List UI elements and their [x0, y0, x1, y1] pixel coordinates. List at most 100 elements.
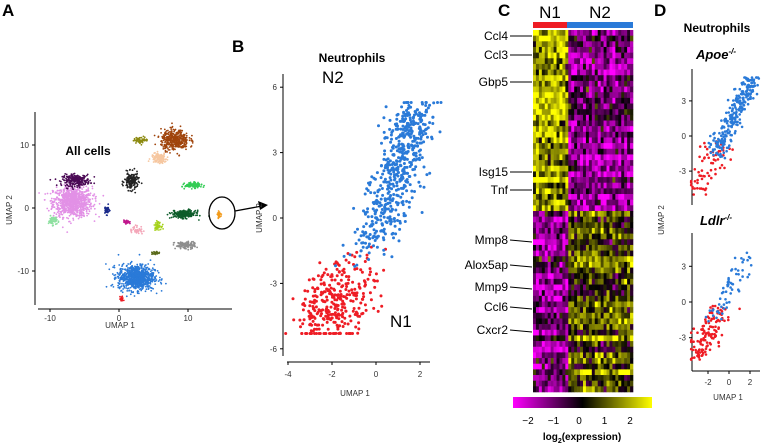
n2-point: [392, 184, 396, 188]
n2-point: [386, 166, 389, 170]
heatmap-cell: [603, 63, 607, 70]
cell-point: [193, 182, 196, 185]
heatmap-cell: [547, 35, 551, 42]
cell-point: [73, 204, 76, 206]
cell-point: [145, 270, 147, 273]
heatmap-cell: [612, 46, 616, 53]
cell-point: [159, 281, 162, 284]
cell-point: [131, 178, 134, 181]
cell-point: [126, 173, 129, 176]
heatmap-cell: [627, 58, 631, 65]
cell-point: [177, 142, 180, 145]
cell-point: [51, 222, 54, 225]
heatmap-cell: [559, 52, 563, 59]
heatmap-cell: [615, 97, 619, 104]
n1-point: [364, 308, 368, 312]
n1-point: [360, 312, 364, 316]
heatmap-cell: [615, 41, 619, 48]
heatmap-cell: [606, 46, 610, 53]
cell-point: [142, 274, 145, 277]
heatmap-cell: [547, 92, 551, 99]
cell-point: [190, 188, 193, 190]
panel-a-y-tick: 10: [20, 141, 29, 150]
heatmap-cell: [624, 41, 628, 48]
n1-point: [355, 294, 359, 297]
cell-point: [90, 207, 92, 210]
heatmap-cell: [559, 63, 563, 70]
n1-point: [365, 253, 369, 257]
cell-point: [72, 219, 75, 221]
cell-point: [52, 214, 55, 217]
cell-point: [128, 278, 131, 281]
cell-point: [68, 201, 71, 204]
cell-point: [136, 224, 139, 227]
n2-point: [405, 109, 408, 112]
n2-point: [362, 232, 366, 236]
n2-point: [401, 200, 405, 203]
heatmap-cell: [541, 35, 546, 42]
cell-point: [83, 193, 85, 196]
cell-point: [51, 200, 54, 203]
cell-point: [183, 182, 186, 185]
cell-point: [128, 289, 130, 292]
heatmap-cell: [553, 103, 557, 110]
cell-point: [136, 274, 138, 277]
heatmap-cell: [621, 75, 625, 82]
cell-point: [93, 220, 96, 223]
n2-point: [383, 152, 386, 156]
heatmap-cell: [565, 97, 569, 104]
n1-point: [330, 300, 334, 304]
n2-point: [379, 229, 383, 233]
heatmap-cell: [550, 30, 554, 36]
cell-point: [63, 206, 66, 209]
cell-point: [72, 205, 74, 208]
heatmap-cell: [606, 80, 610, 87]
n2-point: [389, 133, 393, 137]
n2-point: [426, 126, 430, 130]
cell-point: [130, 276, 133, 279]
cell-point: [130, 231, 133, 234]
heatmap-cell: [630, 63, 634, 70]
cell-point: [138, 176, 140, 179]
cell-point: [135, 178, 138, 181]
cell-point: [64, 181, 67, 184]
cell-point: [55, 184, 58, 187]
n1-point: [350, 288, 354, 292]
cell-point: [60, 204, 63, 207]
heatmap-cell: [533, 103, 537, 110]
n2-point: [420, 156, 424, 160]
heatmap-cell: [603, 46, 607, 53]
cell-point: [49, 178, 52, 181]
cell-point: [60, 199, 63, 202]
n2-point: [402, 162, 406, 165]
cell-point: [72, 207, 74, 210]
cell-point: [187, 246, 189, 249]
n1-point: [339, 293, 343, 296]
n1-point: [312, 315, 316, 319]
heatmap-cell: [627, 63, 631, 70]
heatmap-cell: [559, 35, 563, 42]
n2-point: [389, 140, 393, 144]
cell-point: [117, 275, 120, 278]
cell-point: [80, 200, 83, 203]
heatmap-cell: [583, 35, 587, 42]
n1-point: [354, 310, 358, 314]
n2-point: [359, 249, 363, 253]
cell-point: [78, 179, 81, 181]
cell-point: [183, 246, 186, 249]
cell-point: [157, 271, 160, 274]
n2-point: [348, 253, 352, 257]
n1-point: [341, 311, 345, 315]
cell-point: [140, 225, 143, 228]
heatmap-cell: [541, 75, 546, 82]
heatmap-cell: [621, 30, 625, 36]
cell-point: [66, 216, 68, 219]
heatmap-cell: [594, 35, 598, 42]
cell-point: [74, 178, 77, 181]
cell-point: [106, 214, 108, 217]
cell-point: [105, 263, 107, 265]
cell-point: [68, 189, 70, 192]
cell-point: [157, 225, 160, 227]
n2-point: [419, 129, 423, 132]
cell-point: [67, 178, 70, 181]
